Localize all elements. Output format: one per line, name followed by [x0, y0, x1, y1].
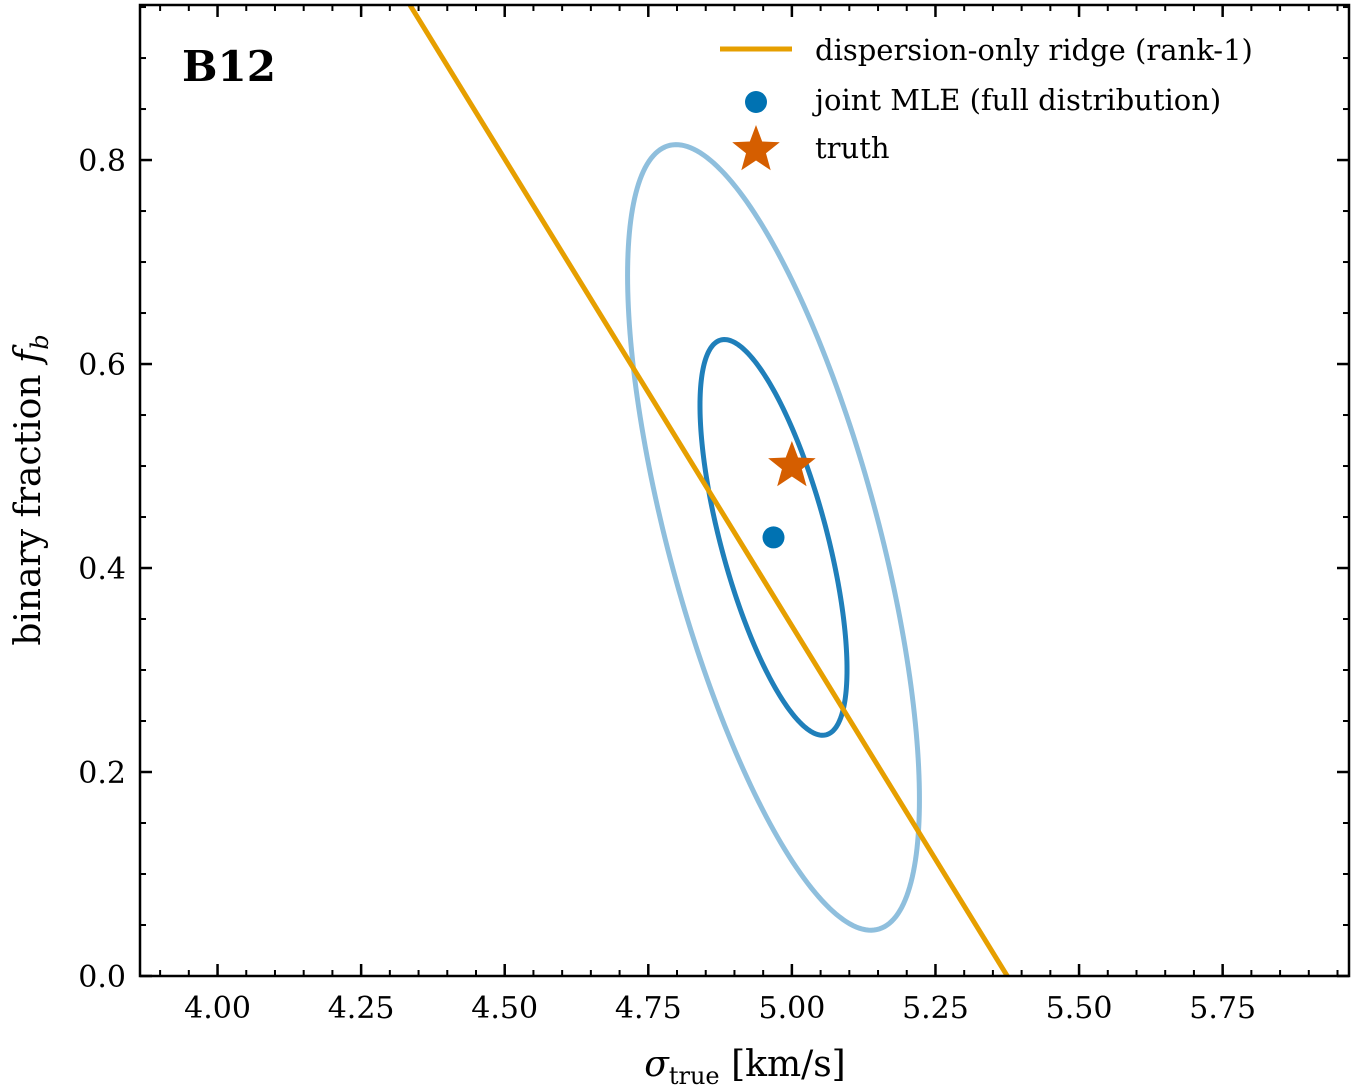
- y-tick-label: 0.8: [78, 144, 126, 179]
- x-tick-label: 4.50: [471, 991, 538, 1026]
- x-tick-label: 4.25: [328, 991, 395, 1026]
- x-tick-label: 4.00: [184, 991, 251, 1026]
- panel-label: B12: [182, 42, 276, 91]
- x-tick-label: 5.00: [758, 991, 825, 1026]
- y-tick-label: 0.2: [78, 756, 126, 791]
- legend-truth-swatch: [732, 125, 780, 171]
- legend-truth-label: truth: [815, 131, 890, 165]
- legend-mle-swatch: [745, 91, 767, 113]
- plot-frame: [138, 3, 1351, 978]
- y-axis-label: binary fraction fb: [8, 334, 54, 645]
- x-tick-label: 4.75: [615, 991, 682, 1026]
- truth-star: [768, 441, 816, 487]
- ridge-line: [407, 5, 1010, 976]
- legend: dispersion-only ridge (rank-1) joint MLE…: [720, 33, 1253, 171]
- x-tick-label: 5.75: [1189, 991, 1256, 1026]
- legend-mle-label: joint MLE (full distribution): [812, 83, 1221, 117]
- y-tick-label: 0.0: [78, 960, 126, 995]
- contour-inner: [697, 337, 850, 738]
- x-tick-label: 5.25: [902, 991, 969, 1026]
- legend-ridge-label: dispersion-only ridge (rank-1): [815, 33, 1253, 67]
- y-tick-label: 0.6: [78, 348, 126, 383]
- y-tick-label: 0.4: [78, 552, 126, 587]
- x-tick-label: 5.50: [1046, 991, 1113, 1026]
- mle-point: [762, 526, 785, 549]
- x-axis-label: σtrue [km/s]: [644, 1044, 845, 1090]
- contour-outer: [625, 142, 922, 933]
